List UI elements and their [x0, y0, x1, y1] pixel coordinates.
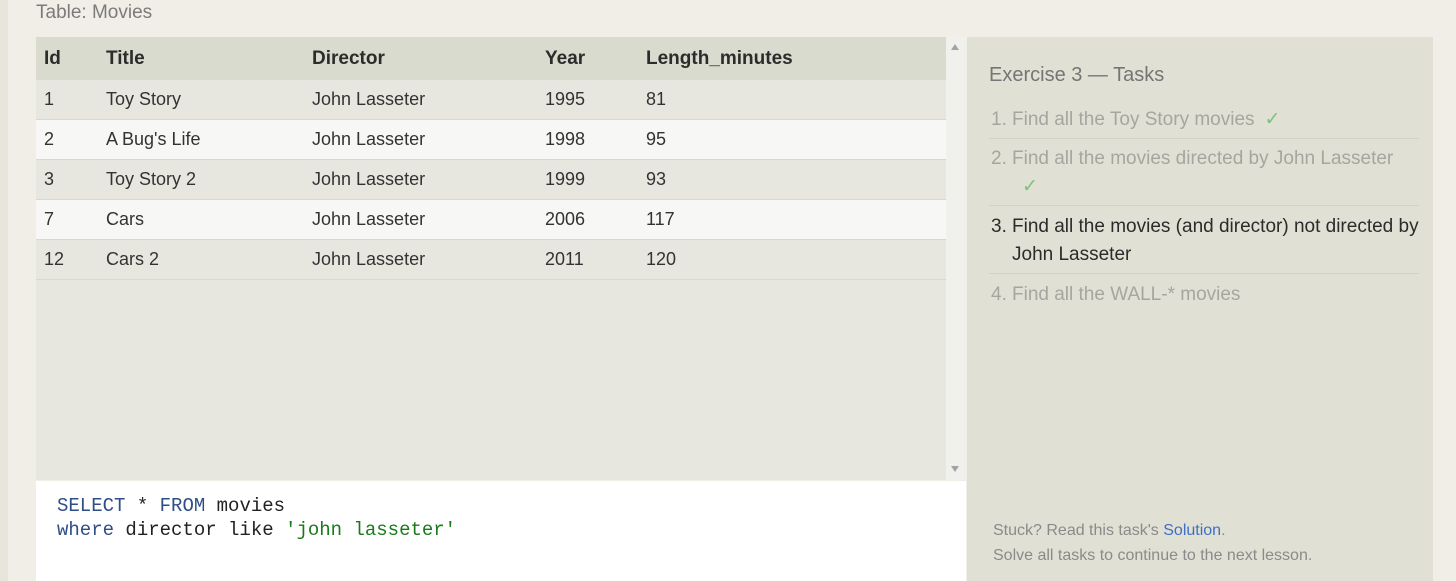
task-text: Find all the Toy Story movies ✓ — [1012, 106, 1419, 134]
task-text: Find all the WALL-* movies — [1012, 284, 1241, 305]
cell-length: 95 — [646, 119, 946, 160]
continue-note: Solve all tasks to continue to the next … — [993, 547, 1313, 564]
checkmark-icon: ✓ — [1022, 176, 1038, 197]
sql-keyword-from: FROM — [159, 495, 206, 517]
task-item-4: 4. Find all the WALL-* movies — [989, 281, 1419, 311]
results-table-panel: Id Title Director Year Length_minutes 1 … — [36, 37, 946, 480]
stuck-line: Stuck? Read this task's Solution. — [993, 518, 1312, 543]
results-scrollbar[interactable] — [946, 37, 966, 480]
cell-id: 7 — [36, 199, 106, 240]
stuck-prefix: Stuck? Read this task's — [993, 522, 1164, 539]
sql-keyword-select: SELECT — [57, 495, 126, 517]
cell-title: Cars 2 — [106, 239, 312, 280]
sql-condition: director like — [114, 519, 286, 541]
sql-text: * — [125, 495, 160, 517]
solution-link[interactable]: Solution — [1163, 522, 1222, 539]
scroll-up-arrow-icon[interactable] — [951, 44, 959, 50]
table-row: 7 Cars John Lasseter 2006 117 — [36, 199, 946, 240]
tasks-title: Exercise 3 — Tasks — [989, 64, 1165, 86]
cell-director: John Lasseter — [312, 119, 545, 160]
table-caption: Table: Movies — [36, 2, 153, 23]
cell-year: 1995 — [545, 80, 646, 120]
cell-year: 1999 — [545, 159, 646, 200]
task-number: 2. — [991, 148, 1007, 169]
cell-title: A Bug's Life — [106, 119, 312, 160]
cell-year: 2006 — [545, 199, 646, 240]
task-text: Find all the movies directed by John Las… — [1012, 145, 1419, 201]
sql-query-editor[interactable]: SELECT * FROM movies where director like… — [36, 481, 966, 581]
cell-id: 2 — [36, 119, 106, 160]
cell-id: 12 — [36, 239, 106, 280]
checkmark-icon: ✓ — [1264, 109, 1281, 130]
column-header-title: Title — [106, 37, 312, 80]
task-text: Find all the movies (and director) not d… — [1012, 216, 1419, 265]
cell-title: Toy Story — [106, 80, 312, 120]
task-number: 4. — [991, 284, 1007, 305]
column-header-id: Id — [36, 37, 106, 80]
tasks-panel: Exercise 3 — Tasks 1. Find all the Toy S… — [967, 37, 1433, 581]
task-label: Find all the Toy Story movies — [1012, 109, 1255, 130]
sql-keyword-where: where — [57, 519, 115, 541]
scroll-down-arrow-icon[interactable] — [951, 466, 959, 472]
results-table: Id Title Director Year Length_minutes 1 … — [36, 37, 946, 280]
table-row: 12 Cars 2 John Lasseter 2011 120 — [36, 239, 946, 280]
cell-length: 117 — [646, 199, 946, 240]
sql-code[interactable]: SELECT * FROM movies where director like… — [57, 494, 456, 542]
cell-length: 93 — [646, 159, 946, 200]
cell-id: 3 — [36, 159, 106, 200]
results-header-row: Id Title Director Year Length_minutes — [36, 37, 946, 80]
stuck-suffix: . — [1221, 522, 1226, 539]
sql-table-name: movies — [205, 495, 286, 517]
table-row: 1 Toy Story John Lasseter 1995 81 — [36, 80, 946, 120]
column-header-year: Year — [545, 37, 646, 80]
task-item-3: 3. Find all the movies (and director) no… — [989, 213, 1419, 274]
cell-director: John Lasseter — [312, 159, 545, 200]
left-edge-strip — [0, 0, 8, 581]
column-header-length: Length_minutes — [646, 37, 946, 80]
task-item-2: 2. Find all the movies directed by John … — [989, 145, 1419, 206]
help-footer: Stuck? Read this task's Solution. Solve … — [993, 518, 1312, 568]
task-item-1: 1. Find all the Toy Story movies ✓ — [989, 106, 1419, 139]
cell-length: 81 — [646, 80, 946, 120]
cell-length: 120 — [646, 239, 946, 280]
cell-director: John Lasseter — [312, 239, 545, 280]
cell-director: John Lasseter — [312, 80, 545, 120]
cell-title: Toy Story 2 — [106, 159, 312, 200]
cell-title: Cars — [106, 199, 312, 240]
cell-year: 1998 — [545, 119, 646, 160]
column-header-director: Director — [312, 37, 545, 80]
cell-year: 2011 — [545, 239, 646, 280]
task-label: Find all the movies directed by John Las… — [1012, 148, 1394, 169]
cell-id: 1 — [36, 80, 106, 120]
task-number: 3. — [991, 216, 1007, 237]
table-row: 3 Toy Story 2 John Lasseter 1999 93 — [36, 159, 946, 200]
cell-director: John Lasseter — [312, 199, 545, 240]
sql-string-literal: 'john lasseter' — [285, 519, 457, 541]
table-row: 2 A Bug's Life John Lasseter 1998 95 — [36, 119, 946, 160]
task-number: 1. — [991, 109, 1007, 130]
